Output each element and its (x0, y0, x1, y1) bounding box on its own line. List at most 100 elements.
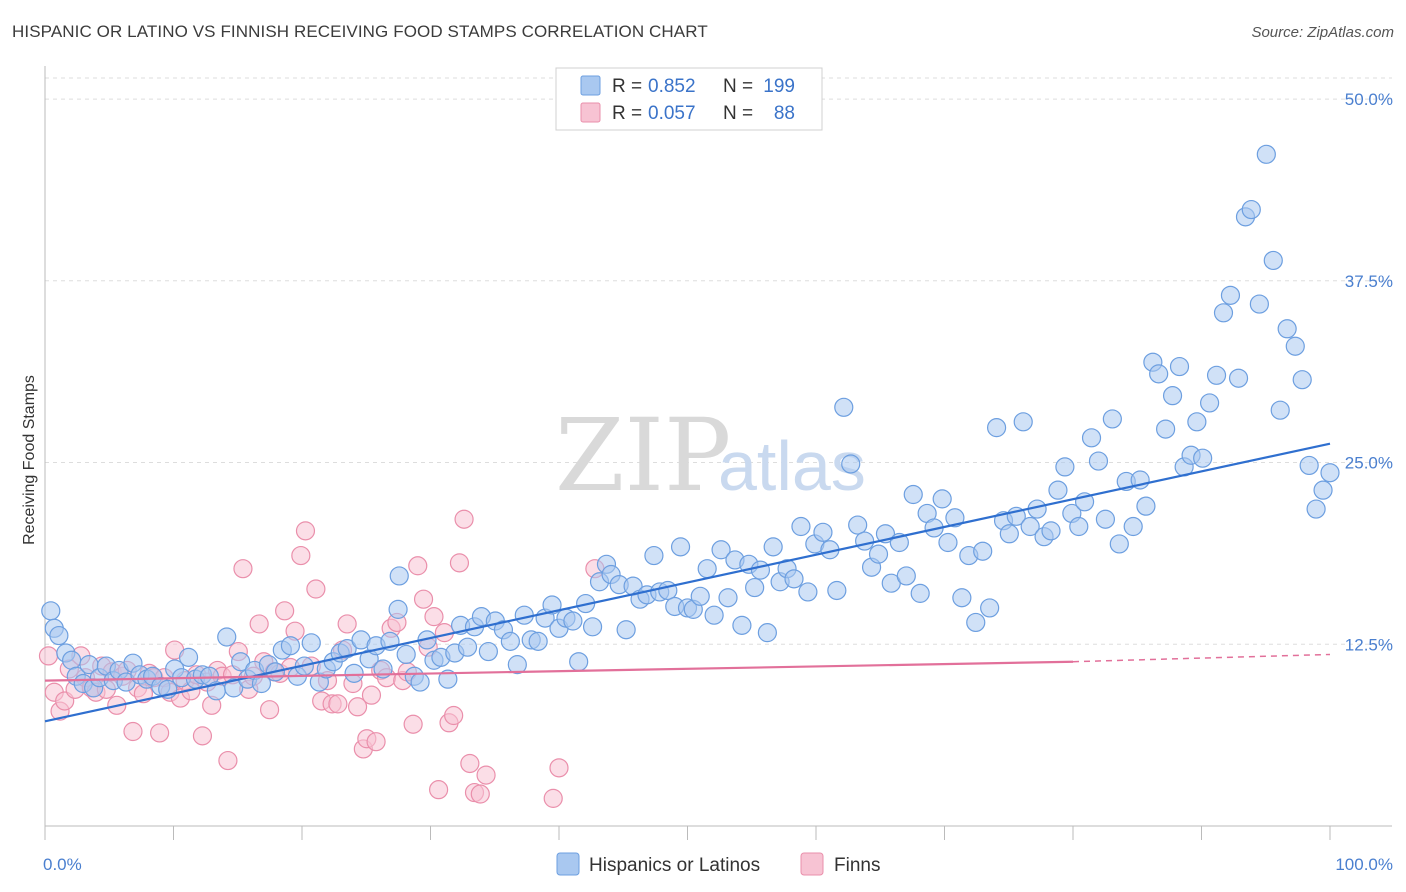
legend-n-label-finns: N = (723, 103, 753, 124)
finns-point (454, 509, 474, 529)
axes (44, 66, 1392, 840)
hispanic-point (784, 569, 804, 589)
hispanic-point (1270, 400, 1290, 420)
hispanic-point (569, 652, 589, 672)
hispanic-point (848, 515, 868, 535)
hispanic-point (389, 566, 409, 586)
bottom-legend-label-hispanic: Hispanics or Latinos (589, 855, 760, 876)
hispanic-point (986, 418, 1007, 438)
finns-point (295, 521, 316, 541)
hispanic-point (1292, 370, 1312, 390)
hispanic-point (507, 655, 527, 675)
x-tick-labels: 0.0% 100.0% (43, 855, 1393, 874)
hispanic-point (1102, 409, 1122, 429)
hispanic-point (798, 582, 818, 602)
finns-point (306, 579, 326, 599)
hispanic-point (500, 631, 520, 651)
hispanic-point (1041, 521, 1061, 541)
finns-trend-line-extension (1072, 653, 1331, 663)
hispanic-point (1313, 480, 1333, 500)
hispanic-point (528, 631, 548, 651)
hispanic-point (763, 537, 783, 557)
trend-lines (44, 442, 1331, 723)
finns-point (403, 714, 423, 734)
watermark-zip: ZIP (555, 397, 731, 514)
hispanic-point (1109, 534, 1129, 554)
hispanic-point (410, 672, 430, 692)
hispanic-point (1081, 428, 1102, 448)
legend-swatch-hispanic (580, 75, 601, 96)
legend-swatch-finns (580, 102, 601, 123)
hispanic-point (388, 599, 408, 619)
chart-source: Source: ZipAtlas.com (1251, 24, 1394, 41)
finns-point (549, 758, 569, 778)
watermark-atlas: atlas (718, 427, 866, 505)
hispanic-point (457, 637, 478, 657)
hispanic-point (438, 669, 458, 689)
hispanic-point (690, 586, 710, 606)
hispanic-point (896, 566, 916, 586)
hispanic-point (1220, 285, 1241, 305)
finns-point (413, 589, 434, 609)
hispanic-point (841, 454, 861, 474)
y-tick-label: 37.5% (1345, 272, 1393, 291)
hispanic-point (757, 623, 777, 643)
hispanic-point (813, 522, 833, 542)
hispanic-point (938, 532, 958, 553)
hispanic-point (1162, 386, 1183, 406)
hispanic-point (711, 540, 731, 560)
hispanic-point (1095, 509, 1116, 529)
hispanic-point (1055, 457, 1075, 477)
hispanic-point (344, 663, 364, 683)
gridlines (45, 77, 1392, 645)
finns-point (361, 685, 382, 705)
hispanic-point (1169, 356, 1190, 377)
hispanic-point (945, 508, 965, 528)
hispanic-point (1069, 516, 1089, 537)
finns-point (444, 705, 464, 726)
hispanic-point (827, 580, 847, 601)
hispanic-point (1048, 480, 1068, 500)
hispanic-point (966, 612, 986, 633)
chart-title: HISPANIC OR LATINO VS FINNISH RECEIVING … (12, 22, 708, 41)
hispanic-point (855, 531, 875, 551)
legend-box: R = 0.852 N = 199 R = 0.057 N = 88 (555, 67, 823, 131)
finns-point (470, 784, 490, 804)
finns-point (291, 545, 311, 566)
hispanic-point (1193, 448, 1213, 468)
hispanic-point (1277, 319, 1297, 339)
finns-point (460, 753, 480, 774)
legend-n-value-finns: 88 (774, 103, 795, 124)
finns-point (328, 694, 348, 714)
finns-point (424, 607, 444, 627)
legend-r-label-finns: R = (612, 103, 642, 124)
hispanic-point (718, 588, 738, 608)
hispanic-point (1013, 412, 1033, 432)
hispanic-point (903, 484, 923, 505)
hispanic-point (231, 652, 251, 672)
hispanic-point (732, 615, 752, 635)
finns-point (429, 780, 449, 800)
legend-r-value-finns: 0.057 (648, 103, 696, 124)
hispanic-point (514, 605, 534, 625)
hispanic-point (217, 627, 237, 647)
hispanic-point (1088, 451, 1109, 471)
hispanic-point (1200, 393, 1220, 413)
finns-point (543, 788, 563, 808)
finns-trend-line (44, 660, 1074, 682)
hispanic-trend-line (44, 442, 1331, 723)
finns-point (192, 726, 213, 746)
hispanic-point (478, 641, 498, 662)
finns-point (38, 646, 59, 666)
hispanic-point (1320, 463, 1340, 483)
hispanic-point (1213, 303, 1234, 323)
x-tick-label-max: 100.0% (1335, 855, 1393, 874)
finns-point (275, 601, 295, 621)
hispanic-point (178, 647, 199, 667)
finns-point (337, 614, 357, 634)
hispanic-point (1241, 199, 1261, 220)
hispanic-point (658, 580, 678, 601)
hispanic-point (980, 598, 1000, 618)
finns-point (366, 732, 386, 752)
